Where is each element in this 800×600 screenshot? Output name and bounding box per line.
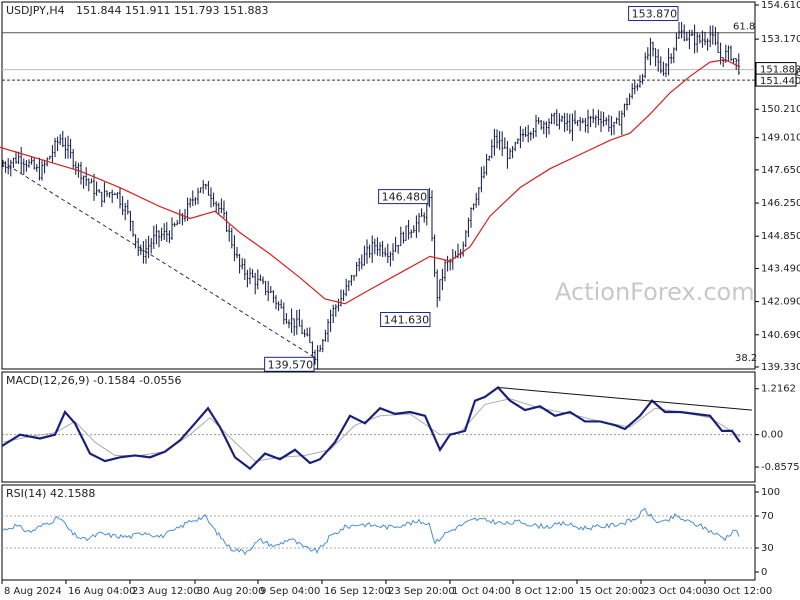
price-annotation-label: 153.870 xyxy=(632,8,678,21)
x-tick-label: 8 Aug 2024 xyxy=(4,586,62,597)
macd-y-tick-label: -0.8575 xyxy=(761,462,800,473)
fib-38-2-label: 38.2 xyxy=(735,353,757,364)
macd-trendline xyxy=(497,386,753,411)
price-annotation-box xyxy=(380,312,431,328)
x-tick-label: 23 Oct 04:00 xyxy=(643,586,708,597)
macd-y-tick-label: 0.00 xyxy=(761,430,783,441)
x-tick-label: 8 Oct 12:00 xyxy=(515,586,574,597)
price-annotation-box xyxy=(264,356,315,372)
rsi-y-tick-label: 30 xyxy=(761,543,774,554)
price-annotation-box xyxy=(628,6,679,22)
downtrend-line xyxy=(1,161,317,359)
price-annotation-label: 146.480 xyxy=(382,191,428,204)
price-panel: USDJPY,H4 151.844 151.911 151.793 151.88… xyxy=(0,0,800,373)
x-tick-label: 23 Aug 12:00 xyxy=(132,586,199,597)
macd-y-tick-label: 1.2162 xyxy=(761,384,796,395)
x-tick-label: 16 Aug 04:00 xyxy=(68,586,135,597)
rsi-y-tick-label: 100 xyxy=(761,487,780,498)
moving-average-line xyxy=(0,59,741,305)
watermark: ActionForex.com xyxy=(555,278,755,306)
price-annotation-label: 141.630 xyxy=(384,314,430,327)
price-y-tick-label: 142.090 xyxy=(761,297,800,308)
price-annotation-box xyxy=(378,189,429,205)
macd-line xyxy=(1,385,741,471)
x-tick-label: 16 Sep 12:00 xyxy=(324,586,391,597)
macd-panel: MACD(12,26,9) -0.1584 -0.0556 1.2162 0.00… xyxy=(1,371,800,483)
price-annotation-label: 139.570 xyxy=(268,358,314,371)
macd-panel-frame xyxy=(1,371,756,483)
rsi-label: RSI(14) 42.1588 xyxy=(6,487,95,500)
price-panel-frame xyxy=(1,1,756,370)
price-y-tick-label: 153.170 xyxy=(761,34,800,45)
fib-61-8-label: 61.8 xyxy=(733,22,755,33)
x-tick-label: 1 Oct 04:00 xyxy=(452,586,511,597)
price-y-tick-label: 154.610 xyxy=(761,0,800,11)
price-y-tick-label: 140.690 xyxy=(761,330,800,341)
rsi-y-tick-label: 0 xyxy=(761,567,767,578)
price-y-tick-label: 144.850 xyxy=(761,231,800,242)
price-y-tick-label: 149.010 xyxy=(761,133,800,144)
x-tick-label: 30 Aug 20:00 xyxy=(197,586,264,597)
macd-label: MACD(12,26,9) -0.1584 -0.0556 xyxy=(6,374,181,387)
rsi-panel: RSI(14) 42.1588 100 70 30 0 xyxy=(1,484,780,581)
support-tag xyxy=(755,73,797,87)
current-price-tag-label: 151.883 xyxy=(760,65,800,76)
x-tick-label: 23 Sep 20:00 xyxy=(388,586,455,597)
rsi-line xyxy=(2,507,740,556)
support-tag-label: 151.440 xyxy=(760,76,800,87)
x-tick-label: 9 Sep 04:00 xyxy=(260,586,320,597)
header-ohlc: 151.844 151.911 151.793 151.883 xyxy=(76,4,268,17)
price-y-tick-label: 143.490 xyxy=(761,263,800,274)
x-tick-label: 15 Oct 20:00 xyxy=(579,586,644,597)
price-y-tick-label: 147.650 xyxy=(761,165,800,176)
rsi-panel-frame xyxy=(1,484,756,581)
x-tick-label: 30 Oct 12:00 xyxy=(707,586,772,597)
rsi-y-tick-label: 70 xyxy=(761,511,774,522)
header-symbol: USDJPY,H4 xyxy=(6,4,65,17)
price-y-tick-label: 139.330 xyxy=(761,362,800,373)
price-y-tick-label: 146.250 xyxy=(761,198,800,209)
price-y-tick-label: 150.210 xyxy=(761,104,800,115)
